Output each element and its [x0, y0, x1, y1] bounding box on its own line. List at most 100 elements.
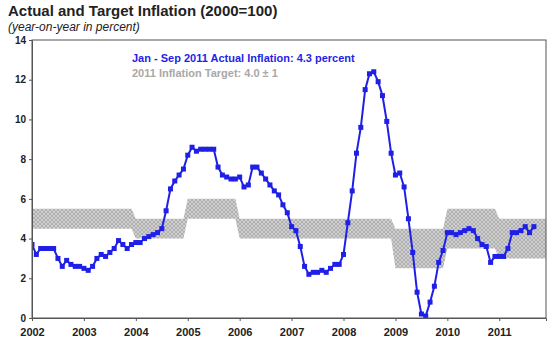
data-point: [42, 246, 47, 251]
data-point: [155, 230, 160, 235]
data-point: [479, 242, 484, 247]
data-point: [246, 182, 251, 187]
data-point: [514, 230, 519, 235]
data-point: [164, 208, 169, 213]
subtitle: (year-on-year in percent): [8, 20, 140, 34]
y-tick: 0: [20, 313, 32, 324]
data-point: [55, 256, 60, 261]
x-tick-mark: [447, 318, 448, 321]
y-tick-label: 8: [20, 154, 26, 165]
data-point: [177, 173, 182, 178]
data-point: [263, 177, 268, 182]
x-axis-line: [33, 319, 547, 322]
data-point: [432, 284, 437, 289]
x-tick-label: 2009: [384, 326, 408, 338]
data-point: [181, 167, 186, 172]
y-tick: 10: [15, 114, 32, 125]
data-point: [216, 165, 221, 170]
data-point: [510, 230, 515, 235]
data-point: [125, 246, 130, 251]
legend-entry: 2011 Inflation Target: 4.0 ± 1: [132, 67, 278, 79]
data-point: [328, 266, 333, 271]
x-tick-label: 2004: [124, 326, 149, 338]
y-tick-mark: [29, 278, 32, 279]
data-point: [129, 242, 134, 247]
plot-frame: [32, 40, 546, 318]
data-point: [116, 238, 121, 243]
data-point: [94, 256, 99, 261]
data-point: [358, 125, 363, 130]
data-point: [194, 149, 199, 154]
y-tick-label: 0: [20, 313, 26, 324]
data-point: [159, 226, 164, 231]
x-tick-label: 2005: [176, 326, 200, 338]
data-point: [324, 270, 329, 275]
y-axis-line: [29, 41, 33, 319]
x-tick-mark: [395, 318, 396, 321]
y-tick-label: 2: [20, 273, 26, 284]
x-tick-label: 2011: [488, 326, 512, 338]
data-point: [99, 252, 104, 257]
legend: Jan - Sep 2011 Actual Inflation: 4.3 per…: [132, 52, 355, 79]
y-tick: 6: [20, 194, 32, 205]
data-point: [445, 230, 450, 235]
data-point: [518, 228, 523, 233]
data-point: [103, 254, 108, 259]
y-tick-mark: [29, 40, 32, 41]
x-tick: 2005: [176, 318, 200, 338]
data-point: [505, 246, 510, 251]
data-point: [350, 188, 355, 193]
actual-line: [32, 72, 534, 316]
data-point: [51, 246, 56, 251]
data-point: [112, 246, 117, 251]
data-point: [285, 210, 290, 215]
x-tick: 2002: [20, 318, 44, 338]
data-point: [86, 268, 91, 273]
x-tick: 2011: [488, 318, 512, 338]
x-tick-mark: [32, 318, 33, 321]
legend-entry: Jan - Sep 2011 Actual Inflation: 4.3 per…: [132, 52, 355, 64]
data-point: [107, 250, 112, 255]
plot-area: [32, 69, 546, 318]
chart: Actual and Target Inflation (2000=100)(y…: [0, 0, 552, 354]
data-point: [423, 314, 428, 318]
data-point: [531, 224, 536, 229]
data-point: [354, 151, 359, 156]
data-point: [441, 248, 446, 253]
data-point: [133, 240, 138, 245]
y-tick-label: 12: [15, 74, 27, 85]
data-point: [289, 224, 294, 229]
data-point: [475, 236, 480, 241]
data-point: [151, 232, 156, 237]
y-tick-mark: [29, 159, 32, 160]
x-tick-label: 2002: [20, 326, 44, 338]
data-point: [488, 260, 493, 265]
data-point: [389, 151, 394, 156]
data-point: [203, 147, 208, 152]
data-point: [306, 272, 311, 277]
data-point: [484, 244, 489, 249]
data-point: [384, 119, 389, 124]
data-point: [47, 246, 52, 251]
x-tick-mark: [188, 318, 189, 321]
data-point: [198, 147, 203, 152]
y-tick: 4: [20, 233, 32, 244]
x-tick-label: 2007: [280, 326, 304, 338]
data-point: [211, 147, 216, 152]
data-point: [449, 230, 454, 235]
data-point: [458, 230, 463, 235]
data-point: [34, 252, 39, 257]
x-tick: 2006: [228, 318, 252, 338]
data-point: [241, 184, 246, 189]
data-point: [436, 260, 441, 265]
x-tick: 2008: [332, 318, 356, 338]
data-point: [272, 188, 277, 193]
data-point: [293, 228, 298, 233]
data-point: [410, 250, 415, 255]
data-point: [90, 264, 95, 269]
data-point: [237, 175, 242, 180]
data-point: [501, 254, 506, 259]
data-point: [380, 93, 385, 98]
x-tick-label: 2010: [436, 326, 460, 338]
data-point: [250, 165, 255, 170]
